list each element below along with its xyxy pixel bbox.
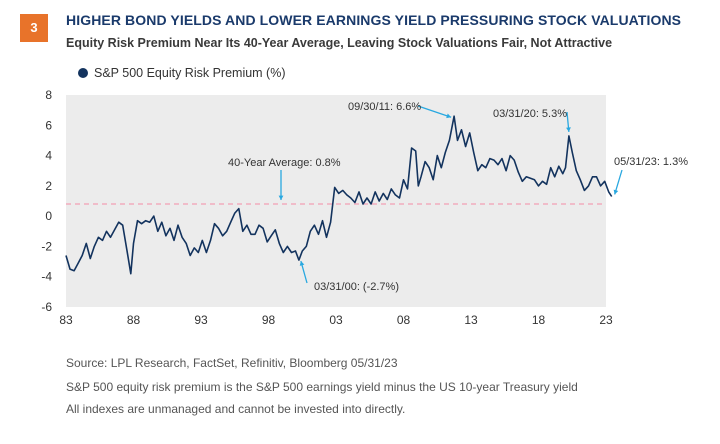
x-tick-label: 13 — [464, 313, 478, 327]
legend-marker — [78, 68, 88, 78]
chart-legend: S&P 500 Equity Risk Premium (%) — [78, 66, 286, 80]
source-note: Source: LPL Research, FactSet, Refinitiv… — [66, 356, 398, 370]
annotation-arrowhead — [278, 195, 284, 201]
x-tick-label: 93 — [194, 313, 208, 327]
annotation-arrowhead — [613, 189, 619, 195]
footnote-definition: S&P 500 equity risk premium is the S&P 5… — [66, 380, 578, 394]
series-line-equity-risk-premium — [65, 115, 613, 275]
annotation-label: 40-Year Average: 0.8% — [228, 157, 341, 169]
annotation-label: 05/31/23: 1.3% — [614, 156, 688, 168]
x-tick-label: 18 — [532, 313, 546, 327]
y-tick-label: -2 — [41, 239, 52, 253]
chart-title: HIGHER BOND YIELDS AND LOWER EARNINGS YI… — [66, 12, 682, 28]
annotation-label: 09/30/11: 6.6% — [348, 101, 421, 113]
y-tick-label: 8 — [45, 88, 52, 102]
annotation-arrowhead — [566, 127, 571, 132]
x-tick-label: 98 — [262, 313, 276, 327]
legend-label: S&P 500 Equity Risk Premium (%) — [94, 66, 286, 80]
x-tick-label: 03 — [329, 313, 343, 327]
y-tick-label: -4 — [41, 270, 52, 284]
figure-number-badge: 3 — [20, 14, 48, 42]
x-tick-label: 83 — [59, 313, 73, 327]
annotation-arrowhead — [299, 261, 305, 266]
annotation-arrow — [417, 105, 452, 118]
y-tick-label: -6 — [41, 300, 52, 314]
y-tick-label: 4 — [45, 149, 52, 163]
y-tick-label: 2 — [45, 179, 52, 193]
y-tick-label: 6 — [45, 118, 52, 132]
annotation-label: 03/31/00: (-2.7%) — [314, 281, 399, 293]
annotation-arrowhead — [446, 113, 452, 119]
x-tick-label: 23 — [599, 313, 613, 327]
x-tick-label: 08 — [397, 313, 411, 327]
footnote-disclaimer: All indexes are unmanaged and cannot be … — [66, 402, 406, 416]
chart-subtitle: Equity Risk Premium Near Its 40-Year Ave… — [66, 36, 613, 50]
annotation-label: 03/31/20: 5.3% — [493, 108, 567, 120]
x-tick-label: 88 — [127, 313, 141, 327]
plot-background — [66, 95, 606, 307]
y-tick-label: 0 — [45, 209, 52, 223]
